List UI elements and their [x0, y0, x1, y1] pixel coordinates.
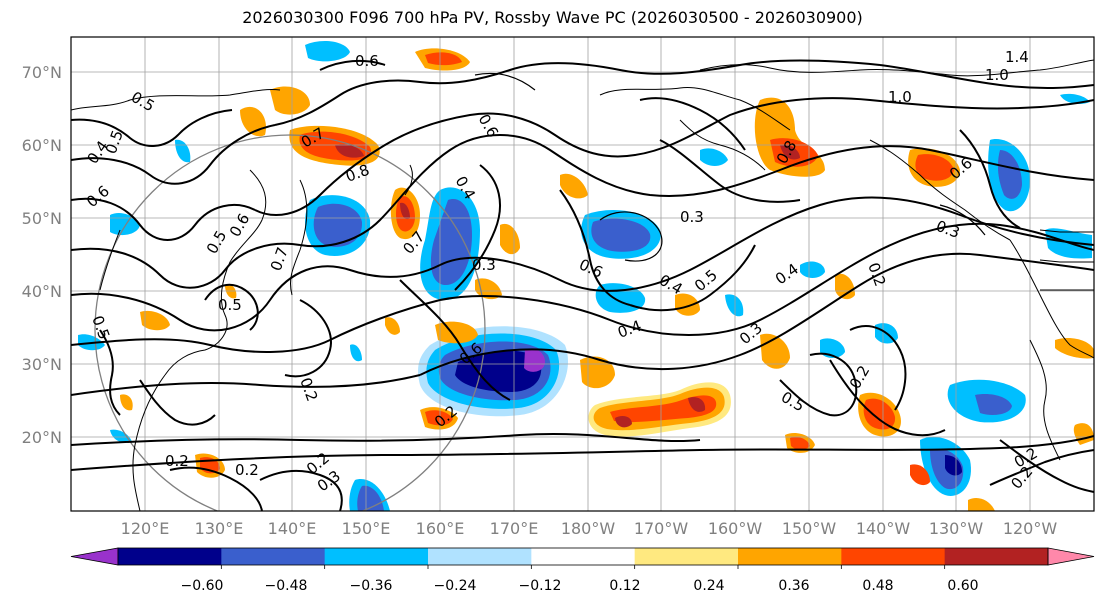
- lon-label: 140°W: [856, 519, 911, 538]
- colorbar-tick-label: −0.36: [350, 578, 393, 594]
- map-frame: [70, 36, 1095, 512]
- lon-label: 130°E: [195, 519, 244, 538]
- colorbar-tick-label: 0.12: [609, 578, 640, 594]
- colorbar-extend-min: [70, 547, 119, 566]
- contour-label: 0.2: [165, 452, 189, 470]
- colorbar-tick-label: 0.48: [862, 578, 893, 594]
- colorbar-segment: [634, 548, 739, 565]
- contour-label: 1.0: [985, 66, 1009, 84]
- colorbar-border: [117, 547, 1049, 566]
- colorbar-tick-label: −0.60: [181, 578, 224, 594]
- lat-label: 30°N: [22, 355, 62, 374]
- lon-label: 170°E: [490, 519, 539, 538]
- lon-label: 160°W: [708, 519, 763, 538]
- lon-label: 130°W: [929, 519, 984, 538]
- colorbar-tick-label: 0.60: [947, 578, 978, 594]
- lon-label: 140°E: [268, 519, 317, 538]
- lon-label: 150°W: [782, 519, 837, 538]
- lon-label: 150°E: [342, 519, 391, 538]
- plot-title: 2026030300 F096 700 hPa PV, Rossby Wave …: [242, 8, 863, 27]
- latitude-labels: 70°N 60°N 50°N 40°N 30°N 20°N: [22, 63, 62, 447]
- pv-contours-thin: [474, 72, 986, 262]
- colorbar-segment: [944, 548, 1049, 565]
- colorbar-tick-label: 0.36: [778, 578, 809, 594]
- lat-label: 60°N: [22, 136, 62, 155]
- colorbar-segment: [841, 548, 946, 565]
- lat-label: 40°N: [22, 282, 62, 301]
- colorbar-segment: [118, 548, 222, 565]
- lat-label: 70°N: [22, 63, 62, 82]
- lat-label: 50°N: [22, 209, 62, 228]
- colorbar-tick-label: −0.12: [519, 578, 562, 594]
- longitude-labels: 120°E 130°E 140°E 150°E 160°E 170°E 180°…: [121, 519, 1058, 538]
- colorbar-tick-labels: −0.60 −0.48 −0.36 −0.24 −0.12 0.12 0.24 …: [181, 578, 979, 594]
- lon-label: 120°E: [121, 519, 170, 538]
- colorbar-tick-label: −0.48: [265, 578, 308, 594]
- colorbar-segment: [738, 548, 842, 565]
- contour-label: 1.4: [1005, 48, 1029, 66]
- lon-label: 180°W: [561, 519, 616, 538]
- contour-label: 0.5: [218, 296, 242, 314]
- colorbar-segment: [221, 548, 326, 565]
- contour-label: 0.6: [355, 52, 379, 70]
- contour-label: 0.2: [235, 461, 259, 479]
- colorbar: [70, 547, 1095, 569]
- coastlines: [71, 59, 1094, 511]
- region-circle: [94, 134, 486, 511]
- contour-label: 0.3: [680, 208, 704, 226]
- colorbar-segment: [324, 548, 429, 565]
- contour-label: 1.0: [888, 88, 912, 106]
- map-content: 0.6 0.5 0.5 0.4 0.6 0.7 0.8 0.6 0.4 0.7 …: [71, 37, 1094, 511]
- colorbar-extend-max: [1047, 547, 1095, 566]
- contour-label: 0.3: [472, 256, 496, 274]
- lon-label: 160°E: [416, 519, 465, 538]
- colorbar-tick-label: −0.24: [434, 578, 477, 594]
- lat-label: 20°N: [22, 428, 62, 447]
- colorbar-segment: [428, 548, 532, 565]
- colorbar-segment: [531, 548, 636, 565]
- lon-label: 170°W: [634, 519, 689, 538]
- colorbar-tick-label: 0.24: [693, 578, 724, 594]
- lon-label: 120°W: [1003, 519, 1058, 538]
- pv-contours: [71, 59, 1094, 511]
